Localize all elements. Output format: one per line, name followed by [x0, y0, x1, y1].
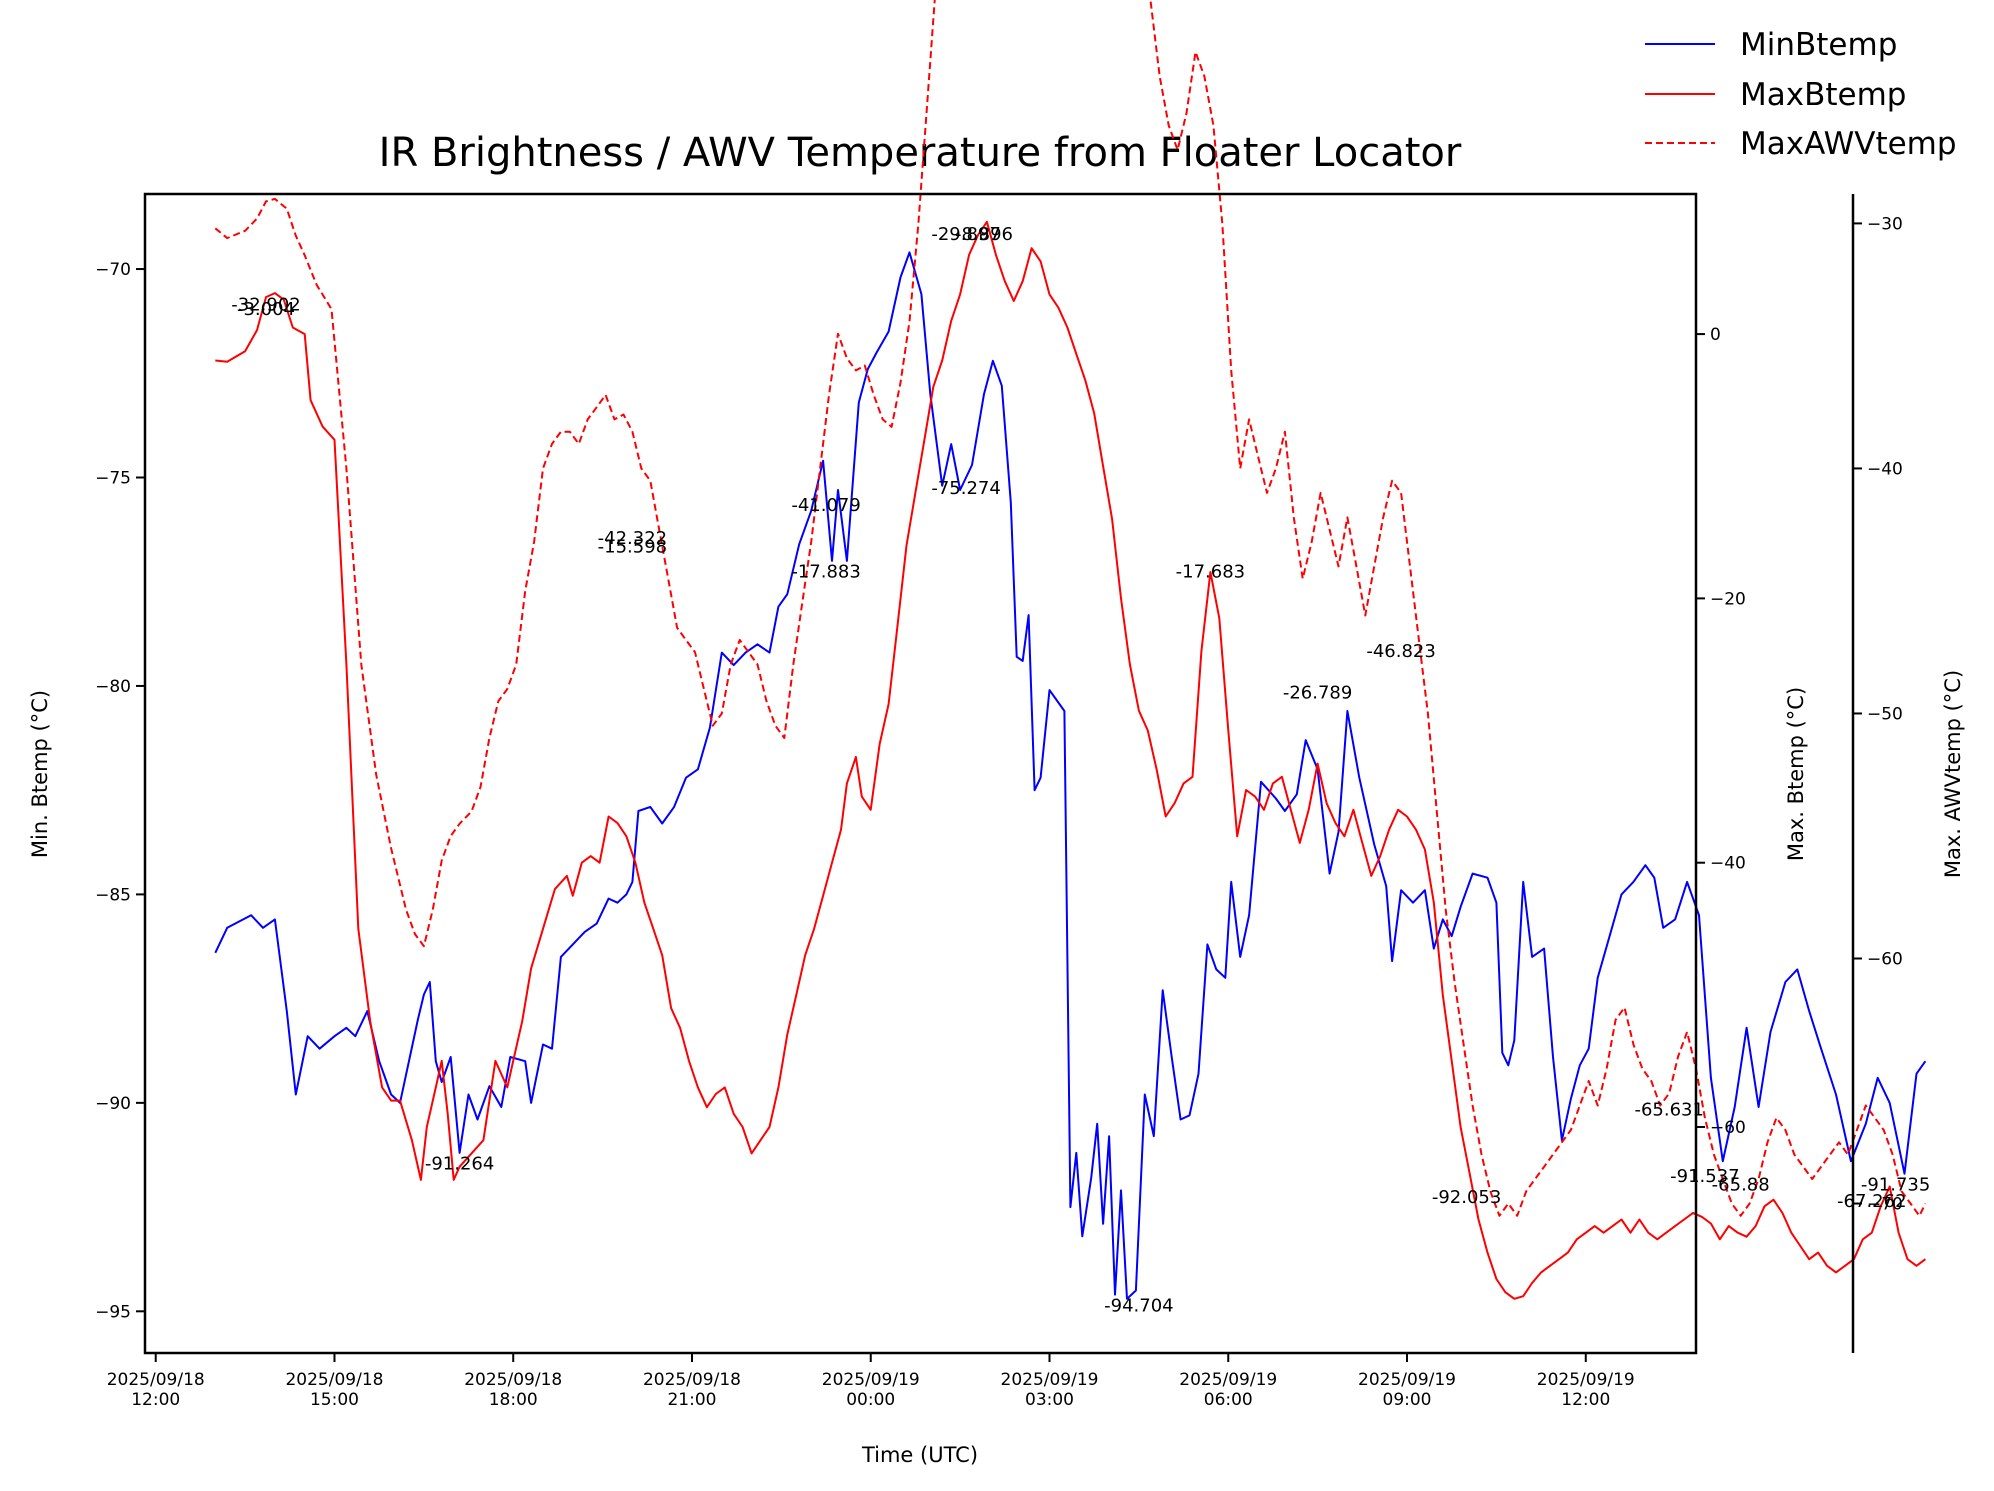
data-annotation: -15.598 [598, 537, 667, 558]
x-tick-label-time: 15:00 [310, 1390, 359, 1410]
x-tick-label-time: 00:00 [846, 1390, 895, 1410]
y-right2-axis-title: Max. AWVtemp (°C) [1941, 670, 1965, 878]
x-axis-title: Time (UTC) [861, 1443, 978, 1467]
data-annotation: -65.88 [1712, 1174, 1770, 1195]
data-annotation: -67.262 [1837, 1191, 1906, 1212]
y-tick-label: −75 [95, 468, 131, 488]
data-annotation: -92.053 [1432, 1187, 1501, 1208]
x-tick-label-date: 2025/09/19 [1179, 1370, 1277, 1390]
data-annotation: -91.537 [1670, 1166, 1739, 1187]
x-tick-label-date: 2025/09/19 [1358, 1370, 1456, 1390]
x-tick-label-time: 09:00 [1383, 1390, 1432, 1410]
plot-lines [214, 0, 1927, 1300]
x-tick-label-time: 21:00 [667, 1390, 716, 1410]
x-tick-label-date: 2025/09/19 [822, 1370, 920, 1390]
x-tick-label-date: 2025/09/18 [107, 1370, 205, 1390]
y-right-axis-title: Max. Btemp (°C) [1784, 687, 1808, 861]
x-tick-label-time: 12:00 [131, 1390, 180, 1410]
y-tick-label: −30 [1867, 214, 1903, 234]
data-annotation: -32.902 [231, 295, 300, 316]
y-tick-label: −90 [95, 1094, 131, 1114]
data-annotation: -91.264 [425, 1154, 494, 1175]
legend: MinBtemp MaxBtemp MaxAWVtemp [1645, 27, 1957, 162]
y-tick-label: −80 [95, 677, 131, 697]
data-annotation: -17.883 [791, 562, 860, 583]
legend-label-maxbtemp: MaxBtemp [1740, 77, 1906, 113]
data-annotation: -94.704 [1104, 1295, 1173, 1316]
y-left-axis: −95 −90 −85 −80 −75 −70 [95, 260, 145, 1322]
data-annotation: -8.896 [955, 224, 1013, 245]
y-tick-label: −70 [1867, 1195, 1903, 1215]
x-tick-label-date: 2025/09/19 [1001, 1370, 1099, 1390]
x-tick-label-time: 03:00 [1025, 1390, 1074, 1410]
x-tick-label-date: 2025/09/19 [1537, 1370, 1635, 1390]
y-tick-label: −50 [1867, 704, 1903, 724]
y-tick-label: −60 [1867, 949, 1903, 969]
x-tick-label-date: 2025/09/18 [643, 1370, 741, 1390]
data-annotation: -65.631 [1634, 1099, 1703, 1120]
y-tick-label: −20 [1710, 589, 1746, 609]
chart-title: IR Brightness / AWV Temperature from Flo… [379, 130, 1462, 176]
annotations: -32.902-3.004 -91.264 -42.322-15.598 -41.07… [231, 224, 1930, 1316]
plot-frame [143, 192, 1698, 1355]
series-line-maxawvtemp [214, 0, 1927, 1217]
data-annotation: -41.079 [791, 495, 860, 516]
series-line-maxbtemp [215, 220, 1926, 1300]
y-tick-label: −60 [1710, 1118, 1746, 1138]
y-tick-label: −40 [1710, 854, 1746, 874]
y-right-axis: −60 −40 −20 0 [1696, 325, 1746, 1138]
x-tick-label-time: 12:00 [1561, 1390, 1610, 1410]
y-tick-label: −70 [95, 260, 131, 280]
data-annotation: -75.274 [931, 478, 1000, 499]
legend-label-minbtemp: MinBtemp [1740, 27, 1897, 63]
y-left-axis-title: Min. Btemp (°C) [28, 690, 52, 858]
data-annotation: -91.735 [1861, 1174, 1930, 1195]
y-tick-label: −40 [1867, 459, 1903, 479]
y-tick-label: −85 [95, 885, 131, 905]
y-right2-axis: −70 −60 −50 −40 −30 [1853, 214, 1903, 1215]
x-axis: 2025/09/1812:002025/09/1815:002025/09/18… [107, 1353, 1635, 1410]
data-annotation: -3.004 [237, 299, 295, 320]
x-tick-label-time: 18:00 [489, 1390, 538, 1410]
data-annotation: -42.322 [598, 528, 667, 549]
series-line-minbtemp [214, 251, 1927, 1300]
data-annotation: -29.897 [931, 224, 1000, 245]
y-tick-label: 0 [1710, 325, 1721, 345]
data-annotation: -26.789 [1283, 683, 1352, 704]
x-tick-label-date: 2025/09/18 [285, 1370, 383, 1390]
x-tick-label-time: 06:00 [1204, 1390, 1253, 1410]
data-annotation: -17.683 [1176, 562, 1245, 583]
data-annotation: -46.823 [1366, 641, 1435, 662]
y-tick-label: −95 [95, 1302, 131, 1322]
legend-label-maxawvtemp: MaxAWVtemp [1740, 126, 1957, 162]
x-tick-label-date: 2025/09/18 [464, 1370, 562, 1390]
